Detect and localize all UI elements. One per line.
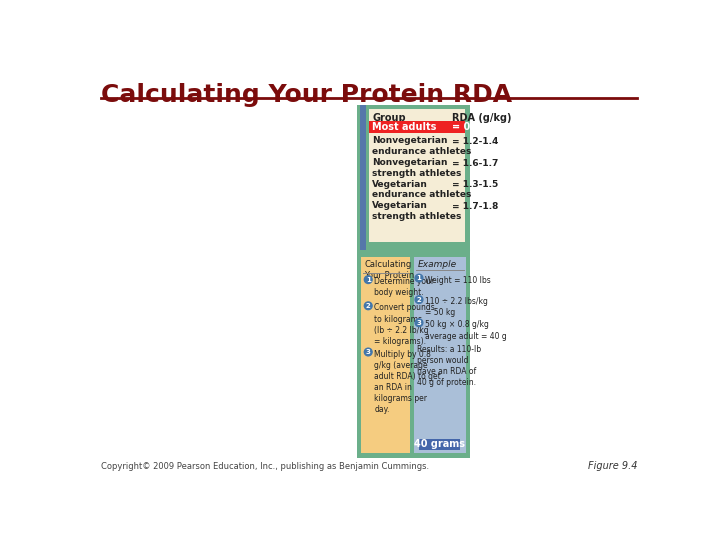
Circle shape [364,348,372,356]
Text: 2: 2 [417,296,421,302]
Text: 1: 1 [417,275,421,281]
Text: = 0.8: = 0.8 [452,122,481,132]
Text: 3: 3 [417,320,421,326]
Text: Most adults: Most adults [372,122,436,132]
Text: Calculating Your Protein RDA: Calculating Your Protein RDA [101,83,512,107]
Text: Results: a 110-lb
person would
have an RDA of
40 g of protein.: Results: a 110-lb person would have an R… [418,345,482,387]
Text: = 1.6-1.7: = 1.6-1.7 [452,159,498,168]
FancyBboxPatch shape [361,257,410,453]
FancyBboxPatch shape [369,110,465,242]
Text: Group: Group [372,113,406,123]
Text: Vegetarian
endurance athletes: Vegetarian endurance athletes [372,179,472,199]
Text: Nonvegetarian
strength athletes: Nonvegetarian strength athletes [372,158,462,178]
FancyBboxPatch shape [414,257,466,453]
Text: Copyright© 2009 Pearson Education, Inc., publishing as Benjamin Cummings.: Copyright© 2009 Pearson Education, Inc.,… [101,462,429,471]
Text: Figure 9.4: Figure 9.4 [588,461,637,471]
Circle shape [415,274,423,282]
Text: Calculating
Your Protein: Calculating Your Protein [364,260,415,280]
Text: 50 kg × 0.8 g/kg
average adult = 40 g: 50 kg × 0.8 g/kg average adult = 40 g [426,320,507,341]
FancyBboxPatch shape [361,105,366,249]
FancyBboxPatch shape [357,249,469,457]
Text: 3: 3 [366,349,371,355]
Circle shape [415,319,423,327]
Text: = 1.2-1.4: = 1.2-1.4 [452,137,498,146]
Text: = 1.7-1.8: = 1.7-1.8 [452,202,498,211]
Circle shape [415,296,423,303]
Text: Convert pounds
to kilograms
(lb ÷ 2.2 lb/kg
= kilograms).: Convert pounds to kilograms (lb ÷ 2.2 lb… [374,303,435,346]
Text: 1: 1 [366,276,371,282]
Text: Nonvegetarian
endurance athletes: Nonvegetarian endurance athletes [372,137,472,156]
FancyBboxPatch shape [357,105,469,249]
Circle shape [364,302,372,309]
Text: Vegetarian
strength athletes: Vegetarian strength athletes [372,201,462,221]
Text: Multiply by 0.8
g/kg (average
adult RDA) to get
an RDA in
kilograms per
day.: Multiply by 0.8 g/kg (average adult RDA)… [374,350,441,414]
Text: Weight = 110 lbs: Weight = 110 lbs [426,276,491,285]
FancyBboxPatch shape [369,121,465,133]
Text: 40 grams: 40 grams [414,440,465,449]
Text: RDA (g/kg): RDA (g/kg) [452,113,511,123]
FancyBboxPatch shape [419,439,459,450]
Polygon shape [357,249,469,280]
Circle shape [364,276,372,284]
Text: 110 ÷ 2.2 lbs/kg
= 50 kg: 110 ÷ 2.2 lbs/kg = 50 kg [426,298,488,318]
Text: = 1.3-1.5: = 1.3-1.5 [452,180,498,190]
Text: 2: 2 [366,303,371,309]
Text: Example: Example [418,260,456,269]
Text: Determine your
body weight.: Determine your body weight. [374,278,435,298]
